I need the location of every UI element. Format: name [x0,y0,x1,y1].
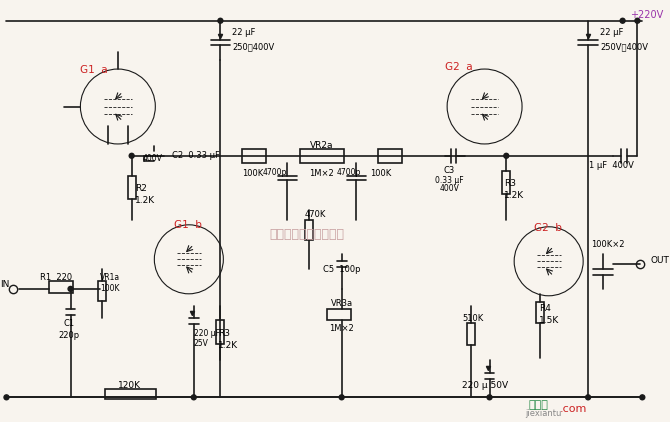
Text: 100K×2: 100K×2 [591,240,624,249]
Bar [128,176,135,199]
Text: 1 μF  400V: 1 μF 400V [589,161,634,170]
Text: 220 μF: 220 μF [194,329,220,338]
Text: 1.2K: 1.2K [505,191,525,200]
Bar [502,170,511,194]
Circle shape [218,18,223,23]
Circle shape [68,287,73,291]
Text: 400V: 400V [439,184,459,193]
Text: 100K: 100K [243,169,263,178]
Bar [305,220,313,240]
Text: 1.5K: 1.5K [539,316,559,325]
Text: G1  b: G1 b [174,220,202,230]
Text: 25V: 25V [194,338,208,348]
Text: 470K: 470K [304,211,326,219]
Bar [327,308,350,320]
Text: R2: R2 [135,184,147,193]
Circle shape [640,395,645,400]
Bar [300,149,344,163]
Text: 22 μF: 22 μF [600,28,623,37]
Text: 510K: 510K [462,314,483,323]
Text: IN: IN [0,281,9,289]
Text: G2  b: G2 b [534,223,561,233]
Text: 400V: 400V [143,154,162,163]
Text: VR3a: VR3a [330,299,352,308]
Text: 100K: 100K [100,284,120,293]
Text: 4700p: 4700p [337,168,361,177]
Circle shape [487,395,492,400]
Text: .com: .com [559,404,587,414]
Circle shape [635,18,640,23]
Text: +220V: +220V [630,10,664,20]
Text: 1M×2: 1M×2 [310,169,334,178]
Text: C5  100p: C5 100p [323,265,360,273]
Circle shape [192,395,196,400]
Text: VR1a: VR1a [100,273,120,281]
Text: R3: R3 [505,179,517,188]
Circle shape [504,153,509,158]
Text: 杭州将锋科技有限公司: 杭州将锋科技有限公司 [269,228,344,241]
Bar [216,320,224,344]
Text: VR2a: VR2a [310,141,334,150]
Circle shape [339,395,344,400]
Bar [378,149,402,163]
Text: 250V～400V: 250V～400V [600,43,648,52]
Text: 1.2K: 1.2K [218,341,239,349]
Text: 1M×2: 1M×2 [329,324,354,333]
Text: R3: R3 [218,329,230,338]
Text: 1.2K: 1.2K [135,196,155,205]
Text: 100K: 100K [371,169,392,178]
Text: C2  0.33 μF: C2 0.33 μF [172,151,220,160]
Bar [467,323,475,345]
Text: 4700p: 4700p [263,168,287,177]
Text: jiexiantu: jiexiantu [525,408,562,418]
Circle shape [4,395,9,400]
Circle shape [129,153,134,158]
Text: R4: R4 [539,304,551,313]
Text: 250～400V: 250～400V [232,43,275,52]
Text: 22 μF: 22 μF [232,28,255,37]
Bar [105,390,156,399]
Text: 接线图: 接线图 [529,400,549,410]
Text: G1  a: G1 a [80,65,108,75]
Text: R1  220: R1 220 [40,273,72,281]
Circle shape [586,395,590,400]
Text: 0.33 μF: 0.33 μF [435,176,464,185]
Bar [536,302,544,323]
Bar [49,281,72,293]
Text: 220p: 220p [58,331,79,340]
Circle shape [620,18,625,23]
Text: OUT: OUT [650,256,669,265]
Bar [242,149,266,163]
Text: 120K: 120K [118,381,141,390]
Text: G2  a: G2 a [445,62,473,72]
Bar [98,281,106,301]
Text: C3: C3 [444,166,455,175]
Text: C1: C1 [63,319,74,328]
Text: 220 μ 50V: 220 μ 50V [462,381,508,390]
